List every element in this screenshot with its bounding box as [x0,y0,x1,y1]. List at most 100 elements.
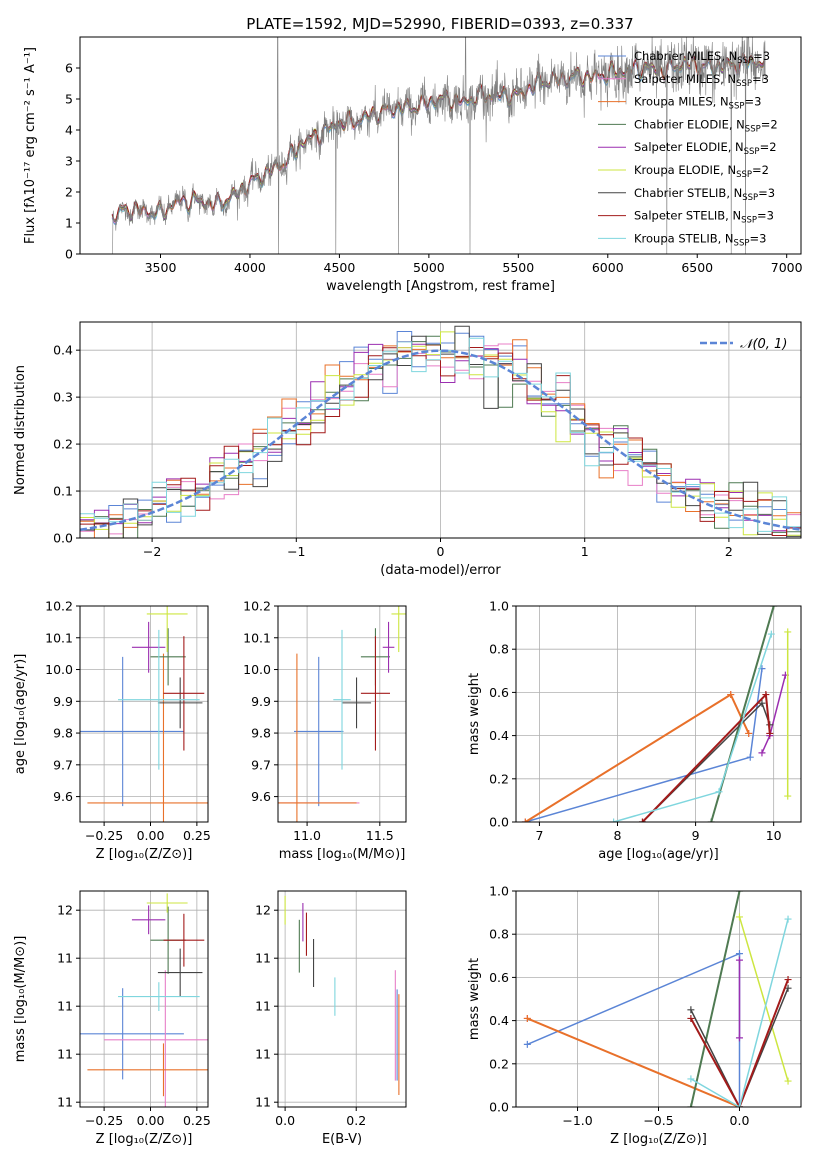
errorbar-chabrier_stelib [342,677,372,729]
y-axis-label: Flux [fλ10⁻¹⁷ erg cm⁻² s⁻¹ A⁻¹] [23,47,38,244]
y-tick-label: 9.8 [251,726,271,741]
legend-count: =3 [749,231,766,245]
legend-subscript: SSP [736,79,752,89]
plot-area [521,606,792,822]
x-tick-label: 1 [581,544,589,559]
legend-count: =3 [758,186,775,200]
weight-line [641,701,771,822]
errorbar-salpeter_elodie [131,621,166,673]
legend-entry: Salpeter MILES, NSSP=3 [634,72,769,89]
y-axis-label: age [log₁₀(age/yr)] [13,654,28,775]
weight-marker [735,950,743,958]
legend-entry: Chabrier ELODIE, NSSP=2 [634,117,778,134]
plot-area [80,606,208,822]
x-tick-label: −1 [287,544,305,559]
y-tick-label: 11 [255,951,271,966]
errorbar-kroupa_miles [278,653,357,822]
errorbar-kroupa_stelib [333,629,351,770]
x-axis-label: age [log₁₀(age/yr)] [598,847,719,862]
y-tick-label: 12 [255,903,271,918]
y-tick-label: 10.0 [45,662,73,677]
x-tick-label: −1.0 [562,1113,592,1128]
x-tick-label: 4500 [324,260,356,275]
x-tick-label: 6500 [681,260,713,275]
legend-subscript: SSP [737,56,753,66]
legend-count: =3 [752,72,769,86]
y-tick-label: 11 [255,1047,271,1062]
axes-frame [79,36,802,255]
weight-marker [715,788,723,796]
x-tick-label: −0.25 [85,1113,123,1128]
errorbar-kroupa_miles [87,1043,208,1097]
weight-marker [735,1103,743,1107]
weight-series-chabrier_stelib [638,699,774,822]
x-axis-label: wavelength [Angstrom, rest frame] [326,279,555,294]
y-tick-label: 0.3 [53,390,73,405]
weight-line [613,633,773,822]
axes-frame [79,890,209,1108]
weight-marker [523,1014,531,1022]
x-tick-label: 0.00 [137,1113,165,1128]
weight-marker [735,891,743,895]
x-tick-label: 3500 [145,260,177,275]
weight-series-salpeter_miles [521,691,753,822]
legend-subscript: SSP [742,193,758,203]
weight-marker [735,913,743,921]
y-tick-label: 0.0 [489,815,509,830]
weight-marker [758,699,766,707]
weight-marker [638,818,646,822]
legend-count: =2 [761,117,778,131]
legend-subscript: SSP [745,124,761,134]
y-tick-label: 10.2 [243,599,271,614]
x-tick-label: 11.0 [293,828,321,843]
y-tick-label: 0.1 [53,484,73,499]
weight-series-kroupa_elodie [784,628,792,800]
x-tick-label: 0.2 [346,1113,366,1128]
weight-line [689,891,741,1107]
legend-subscript: SSP [741,216,757,226]
y-tick-label: 0.8 [489,642,509,657]
errorbar-salpeter_stelib [163,913,205,967]
legend-label: Chabrier MILES, N [634,49,737,63]
weight-marker [784,628,792,636]
weight-marker [707,818,715,822]
histogram-kroupa_elodie [80,331,801,538]
weight-series-salpeter_stelib [638,691,774,822]
y-tick-label: 10.0 [243,662,271,677]
weight-marker [784,1077,792,1085]
x-tick-label: 0.0 [275,1113,295,1128]
weight-marker [727,691,735,699]
weight-series-salpeter_elodie [735,956,743,1042]
weight-line [524,693,750,822]
legend-label: Chabrier STELIB, N [634,186,742,200]
y-tick-label: 9.7 [251,757,271,772]
legend-entry: Chabrier MILES, NSSP=3 [634,49,770,66]
legend-subscript: SSP [736,170,752,180]
plot-area [111,37,766,254]
weight-line [738,916,789,1082]
weight-marker [687,1075,695,1083]
x-tick-label: 6000 [592,260,624,275]
legend-subscript: SSP [729,102,745,112]
legend-label: Kroupa ELODIE, N [634,163,736,177]
x-tick-label: 0.00 [137,828,165,843]
y-tick-label: 6 [65,61,73,76]
observed-spectrum [112,37,766,254]
weight-vs-metallicity-panel: −1.0 −0.5 0.0 0.0 0.2 0.4 0.6 0.8 1.0 Z [log₁₀(Z/… [467,884,802,1147]
weight-marker [735,1034,743,1042]
y-tick-label: 12 [57,903,73,918]
y-tick-label: 5 [65,92,73,107]
weight-series-kroupa_stelib [610,630,775,822]
weight-marker [746,753,754,761]
legend-label: Salpeter MILES, N [634,72,736,86]
x-tick-label: 10 [766,828,782,843]
legend-count: =3 [757,209,774,223]
legend-count: =3 [753,49,770,63]
y-tick-label: 10.1 [45,630,73,645]
y-tick-label: 9.6 [251,789,271,804]
x-tick-label: 2 [725,544,733,559]
y-tick-label: 0.4 [53,343,73,358]
errorbar-chabrier_miles [294,656,344,807]
